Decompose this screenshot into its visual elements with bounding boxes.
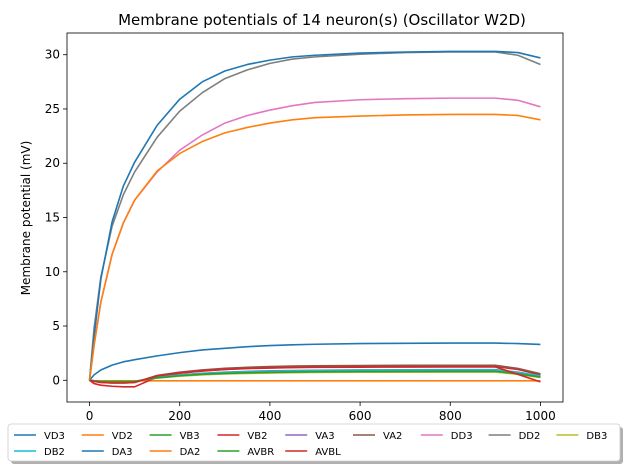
legend-label-va3: VA3 [315,431,334,442]
legend-label-vb3: VB3 [180,431,200,442]
y-tick-label: 5 [52,319,60,333]
y-axis-label: Membrane potential (mV) [19,141,33,296]
legend-label-dd2: DD2 [519,431,541,442]
chart-title: Membrane potentials of 14 neuron(s) (Osc… [118,11,526,29]
legend-label-db2: DB2 [44,447,65,458]
x-tick-label: 800 [439,409,462,423]
legend-label-db3: DB3 [586,431,607,442]
series-line-avbl [89,366,541,384]
y-tick-label: 30 [45,48,60,62]
y-tick-label: 20 [45,156,60,170]
series-line-dd3 [88,97,541,381]
x-tick-label: 600 [349,409,372,423]
legend: VD3 VD2 VB3 VB2 VA3 VA2 DD3 DD2 DB3 DB2 DA3 DA2 AVBR… [7,423,623,464]
series-line-da3 [88,50,541,381]
plot-area [66,32,564,403]
legend-label-vb2: VB2 [247,431,267,442]
legend-label-avbl: AVBL [315,447,341,458]
x-axis: 0 200 400 600 800 1000 [86,402,556,423]
legend-box [7,423,621,462]
legend-label-va2: VA2 [383,431,402,442]
legend-label-vd2: VD2 [112,431,133,442]
series-line-da2 [88,113,541,381]
legend-label-vd3: VD3 [44,431,65,442]
x-tick-label: 200 [168,409,191,423]
legend-label-dd3: DD3 [451,431,473,442]
series-line-vd2 [89,379,541,382]
series-line-vd3 [88,342,541,381]
legend-label-avbr: AVBR [247,447,274,458]
legend-label-da3: DA3 [112,447,133,458]
y-tick-label: 25 [45,102,60,116]
y-tick-label: 10 [45,265,60,279]
series-line-avbr [89,370,541,383]
x-tick-label: 0 [86,409,94,423]
series-line-dd2 [88,51,541,381]
y-axis: 0 5 10 15 20 25 30 [45,48,67,387]
plot-frame [66,32,564,403]
legend-label-da2: DA2 [180,447,201,458]
x-tick-label: 400 [258,409,281,423]
y-tick-label: 0 [52,373,60,387]
y-tick-label: 15 [45,211,60,225]
series-lines [88,50,541,388]
x-tick-label: 1000 [525,409,556,423]
